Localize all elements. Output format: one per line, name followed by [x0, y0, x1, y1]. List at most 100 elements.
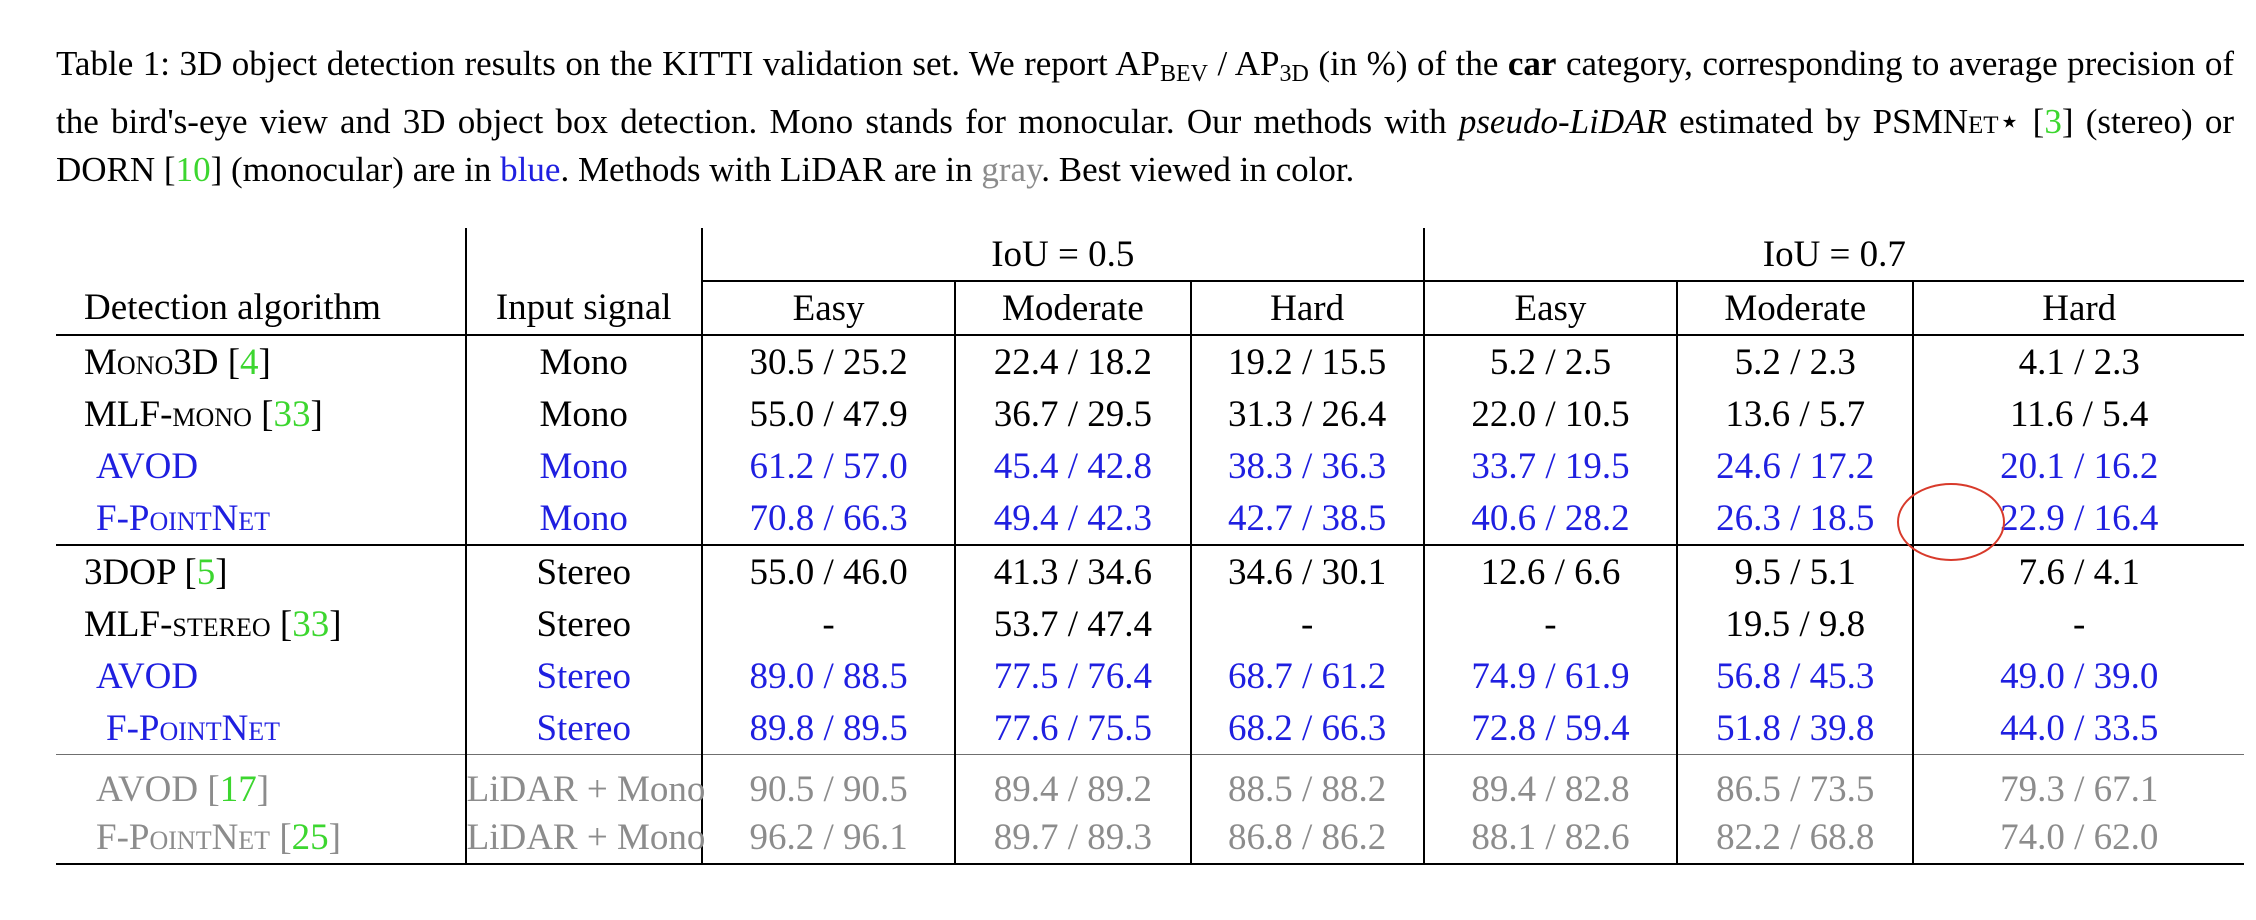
input-signal: Stereo — [464, 702, 702, 755]
ap-cell: 26.3 / 18.5 — [1676, 492, 1914, 545]
col-header-difficulty: Hard — [1912, 281, 2244, 335]
ap-cell: 61.2 / 57.0 — [700, 440, 956, 492]
iou-05-header: IoU = 0.5 — [700, 228, 1424, 282]
algorithm-name: AVOD [17] — [56, 754, 466, 811]
ap-cell: 49.0 / 39.0 — [1912, 650, 2244, 702]
table-row: AVOD Stereo 89.0 / 88.5 77.5 / 76.4 68.7 / 6… — [56, 650, 2244, 702]
ap-cell: 20.1 / 16.2 — [1912, 440, 2244, 492]
ap-cell: 90.5 / 90.5 — [700, 754, 956, 811]
table-row: F-PointNet [25] LiDAR + Mono 96.2 / 96.1 89… — [56, 811, 2244, 865]
citation-link[interactable]: 3 — [2044, 102, 2062, 141]
ap-cell: 13.6 / 5.7 — [1676, 388, 1914, 440]
citation-link[interactable]: 10 — [175, 150, 211, 189]
col-header-difficulty: Easy — [1422, 281, 1678, 335]
input-signal: Stereo — [464, 598, 702, 650]
citation-link[interactable]: 17 — [219, 769, 257, 810]
ap-cell: 22.9 / 16.4 — [1912, 492, 2244, 545]
ap-cell: 72.8 / 59.4 — [1422, 702, 1678, 755]
algorithm-name: F-PointNet — [56, 702, 466, 755]
col-header-algorithm: Detection algorithm — [84, 287, 381, 328]
algorithm-name: MLF-mono [33] — [84, 393, 323, 435]
table-row: MLF-mono [33] Mono 55.0 / 47.9 36.7 / 29.5 3… — [56, 388, 2244, 440]
input-signal: Mono — [464, 440, 702, 492]
ap-cell: 44.0 / 33.5 — [1912, 702, 2244, 755]
ap-cell: 89.4 / 82.8 — [1422, 754, 1678, 811]
ap-cell: 24.6 / 17.2 — [1676, 440, 1914, 492]
table-caption: Table 1: 3D object detection results on … — [56, 44, 2235, 189]
ap-cell: 49.4 / 42.3 — [954, 492, 1191, 545]
table-row: Mono3D [4] Mono 30.5 / 25.2 22.4 / 18.2 19.2… — [56, 334, 2244, 388]
ap-cell: 22.4 / 18.2 — [954, 334, 1191, 388]
ap-cell: - — [1422, 598, 1678, 650]
algorithm-name: 3DOP [5] — [56, 544, 466, 598]
ap-cell: 89.4 / 89.2 — [954, 754, 1191, 811]
ap-cell: 38.3 / 36.3 — [1189, 440, 1424, 492]
ap-cell: 19.5 / 9.8 — [1676, 598, 1914, 650]
ap-cell: 22.0 / 10.5 — [1422, 388, 1678, 440]
caption-blue-word: blue — [500, 150, 561, 189]
table-body: Mono3D [4] Mono 30.5 / 25.2 22.4 / 18.2 19.2… — [56, 334, 2244, 865]
caption-pseudo-lidar: pseudo-LiDAR — [1458, 102, 1667, 141]
ap-cell: 68.2 / 66.3 — [1189, 702, 1424, 755]
input-signal: Stereo — [464, 650, 702, 702]
citation-link[interactable]: 5 — [196, 551, 216, 593]
citation-link[interactable]: 25 — [291, 816, 329, 858]
ap-cell: 89.8 / 89.5 — [700, 702, 956, 755]
ap-cell: 42.7 / 38.5 — [1189, 492, 1424, 545]
ap-cell: 88.5 / 88.2 — [1189, 754, 1424, 811]
table-row: AVOD Mono 61.2 / 57.0 45.4 / 42.8 38.3 / 36.… — [56, 440, 2244, 492]
ap-cell: 89.7 / 89.3 — [954, 811, 1191, 865]
col-header-input: Input signal — [464, 281, 702, 335]
algorithm-label: MLF-mono — [84, 393, 252, 435]
ap-cell: 11.6 / 5.4 — [1912, 388, 2244, 440]
ap-cell: 86.8 / 86.2 — [1189, 811, 1424, 865]
input-signal: Mono — [464, 334, 702, 388]
table-row: 3DOP [5] Stereo 55.0 / 46.0 41.3 / 34.6 34.6… — [56, 544, 2244, 598]
ap-cell: 40.6 / 28.2 — [1422, 492, 1678, 545]
algorithm-label: AVOD — [96, 655, 199, 697]
ap-cell: 89.0 / 88.5 — [700, 650, 956, 702]
ap-cell: 74.9 / 61.9 — [1422, 650, 1678, 702]
ap-cell: 41.3 / 34.6 — [954, 544, 1191, 598]
ap-cell: 9.5 / 5.1 — [1676, 544, 1914, 598]
algorithm-label: F-PointNet — [96, 816, 271, 858]
algorithm-label: AVOD — [96, 769, 199, 810]
table-row: AVOD [17] LiDAR + Mono 90.5 / 90.5 89.4 / 8… — [56, 754, 2244, 811]
table-header: IoU = 0.5 IoU = 0.7 Detection algorithm … — [56, 228, 2244, 335]
caption-gray-word: gray — [981, 150, 1042, 189]
ap-cell: 5.2 / 2.5 — [1422, 334, 1678, 388]
col-header-difficulty: Easy — [700, 281, 956, 335]
col-header-difficulty: Moderate — [954, 281, 1191, 335]
caption-psmnet: PSMNet⋆ — [1872, 102, 2021, 141]
algorithm-label: MLF-stereo — [84, 603, 271, 645]
citation-link[interactable]: 4 — [240, 341, 259, 383]
ap-cell: 77.6 / 75.5 — [954, 702, 1191, 755]
ap-cell: 31.3 / 26.4 — [1189, 388, 1424, 440]
citation-link[interactable]: 33 — [273, 393, 311, 435]
ap-cell: 56.8 / 45.3 — [1676, 650, 1914, 702]
ap-cell: 86.5 / 73.5 — [1676, 754, 1914, 811]
ap-cell: 34.6 / 30.1 — [1189, 544, 1424, 598]
citation-link[interactable]: 33 — [292, 603, 330, 645]
ap-cell: - — [700, 598, 956, 650]
algorithm-name: F-PointNet — [56, 492, 466, 545]
table-row: F-PointNet Mono 70.8 / 66.3 49.4 / 42.3 42.7… — [56, 492, 2244, 545]
ap-cell: 74.0 / 62.0 — [1912, 811, 2244, 865]
ap-cell: 36.7 / 29.5 — [954, 388, 1191, 440]
ap-cell: 68.7 / 61.2 — [1189, 650, 1424, 702]
header-blank — [56, 228, 466, 281]
ap-cell: 45.4 / 42.8 — [954, 440, 1191, 492]
ap-cell: 51.8 / 39.8 — [1676, 702, 1914, 755]
caption-car: car — [1507, 44, 1557, 83]
algorithm-label: F-PointNet — [96, 497, 271, 539]
ap-cell: 4.1 / 2.3 — [1912, 334, 2244, 388]
algorithm-label: AVOD — [96, 445, 199, 487]
col-header-difficulty: Moderate — [1676, 281, 1914, 335]
ap-cell: 7.6 / 4.1 — [1912, 544, 2244, 598]
results-table: IoU = 0.5 IoU = 0.7 Detection algorithm … — [56, 228, 2244, 865]
header-blank — [464, 228, 702, 281]
input-signal: LiDAR + Mono — [464, 811, 705, 865]
ap-cell: 55.0 / 47.9 — [700, 388, 956, 440]
algorithm-name: AVOD — [56, 440, 466, 492]
ap-cell: 55.0 / 46.0 — [700, 544, 956, 598]
